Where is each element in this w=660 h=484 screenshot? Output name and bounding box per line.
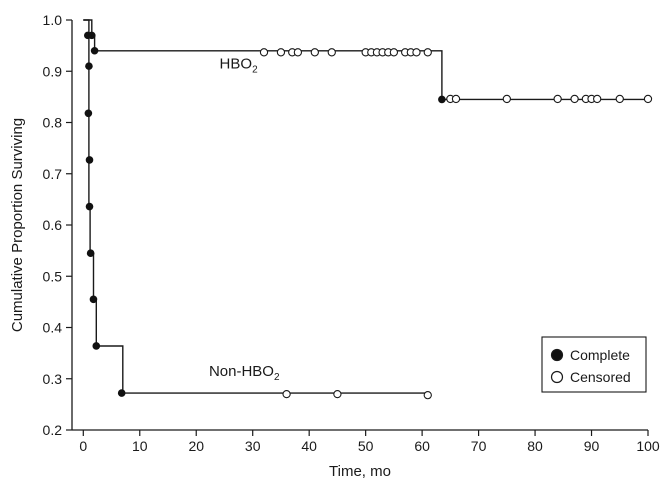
complete-point xyxy=(89,295,98,304)
y-tick-label: 0.8 xyxy=(43,115,63,131)
legend-censored-marker xyxy=(550,370,564,384)
complete-point xyxy=(117,389,126,397)
legend-box xyxy=(541,336,647,393)
y-tick-label: 0.7 xyxy=(43,166,63,182)
legend-label: Complete xyxy=(570,347,630,363)
y-tick-label: 0.3 xyxy=(43,371,63,387)
x-tick-label: 40 xyxy=(301,438,317,454)
censored-point xyxy=(615,94,624,104)
y-tick-label: 0.5 xyxy=(43,268,63,284)
legend: Complete Censored xyxy=(541,336,647,393)
censored-point xyxy=(333,389,342,399)
censored-point xyxy=(593,94,602,104)
y-axis-label: Cumulative Proportion Surviving xyxy=(9,118,26,332)
series-label-subscript: 2 xyxy=(274,372,280,383)
y-tick-label: 0.9 xyxy=(43,63,63,79)
censored-point xyxy=(570,94,579,104)
complete-point xyxy=(86,249,95,257)
censored-point xyxy=(423,48,432,57)
x-tick-label: 100 xyxy=(636,438,660,454)
censored-point xyxy=(327,48,336,57)
x-tick-label: 70 xyxy=(471,438,487,454)
x-ticks: 0 10 20 30 40 50 60 70 80 90 100 xyxy=(79,430,660,454)
y-tick-label: 0.6 xyxy=(43,217,63,233)
series-layer xyxy=(83,19,653,400)
series-label-main: HBO xyxy=(220,56,253,73)
x-tick-label: 0 xyxy=(79,438,87,454)
x-tick-label: 60 xyxy=(414,438,430,454)
survival-step-line xyxy=(83,19,648,101)
complete-point xyxy=(85,156,94,164)
censored-point xyxy=(293,48,303,57)
series-label-non-hbo2: Non-HBO2 xyxy=(209,363,280,383)
series-hbo2 xyxy=(83,19,653,104)
censored-point xyxy=(451,94,461,104)
series-label-main: Non-HBO xyxy=(209,363,274,380)
censored-point xyxy=(259,48,269,57)
censored-point xyxy=(423,390,432,400)
series-label-hbo2: HBO2 xyxy=(220,56,259,76)
x-tick-label: 20 xyxy=(188,438,204,454)
censored-point xyxy=(643,94,653,104)
censored-point xyxy=(276,48,286,57)
complete-point xyxy=(85,62,93,70)
y-ticks: 0.2 0.3 0.4 0.5 0.6 0.7 0.8 0.9 1.0 xyxy=(43,12,72,438)
censored-point xyxy=(502,94,511,104)
x-tick-label: 80 xyxy=(527,438,543,454)
x-tick-label: 90 xyxy=(584,438,600,454)
complete-point xyxy=(84,31,92,40)
complete-point xyxy=(92,342,101,350)
censored-point xyxy=(553,94,562,104)
legend-complete-marker xyxy=(550,348,564,362)
complete-point xyxy=(438,95,446,104)
legend-label: Censored xyxy=(570,369,631,385)
censored-point xyxy=(310,48,319,57)
series-non-hbo2 xyxy=(83,19,432,400)
survival-step-line xyxy=(83,19,428,394)
x-axis-label: Time, mo xyxy=(329,463,391,480)
y-tick-label: 0.4 xyxy=(43,320,63,336)
series-label-subscript: 2 xyxy=(252,65,258,76)
x-tick-label: 30 xyxy=(245,438,261,454)
complete-point xyxy=(84,109,93,118)
x-tick-label: 10 xyxy=(132,438,148,454)
censored-point xyxy=(389,48,399,57)
y-tick-label: 1.0 xyxy=(43,12,63,28)
y-tick-label: 0.2 xyxy=(43,422,63,438)
complete-point xyxy=(90,46,99,55)
x-tick-label: 50 xyxy=(358,438,374,454)
censored-point xyxy=(282,389,291,399)
censored-point xyxy=(412,48,421,57)
complete-point xyxy=(85,202,94,211)
